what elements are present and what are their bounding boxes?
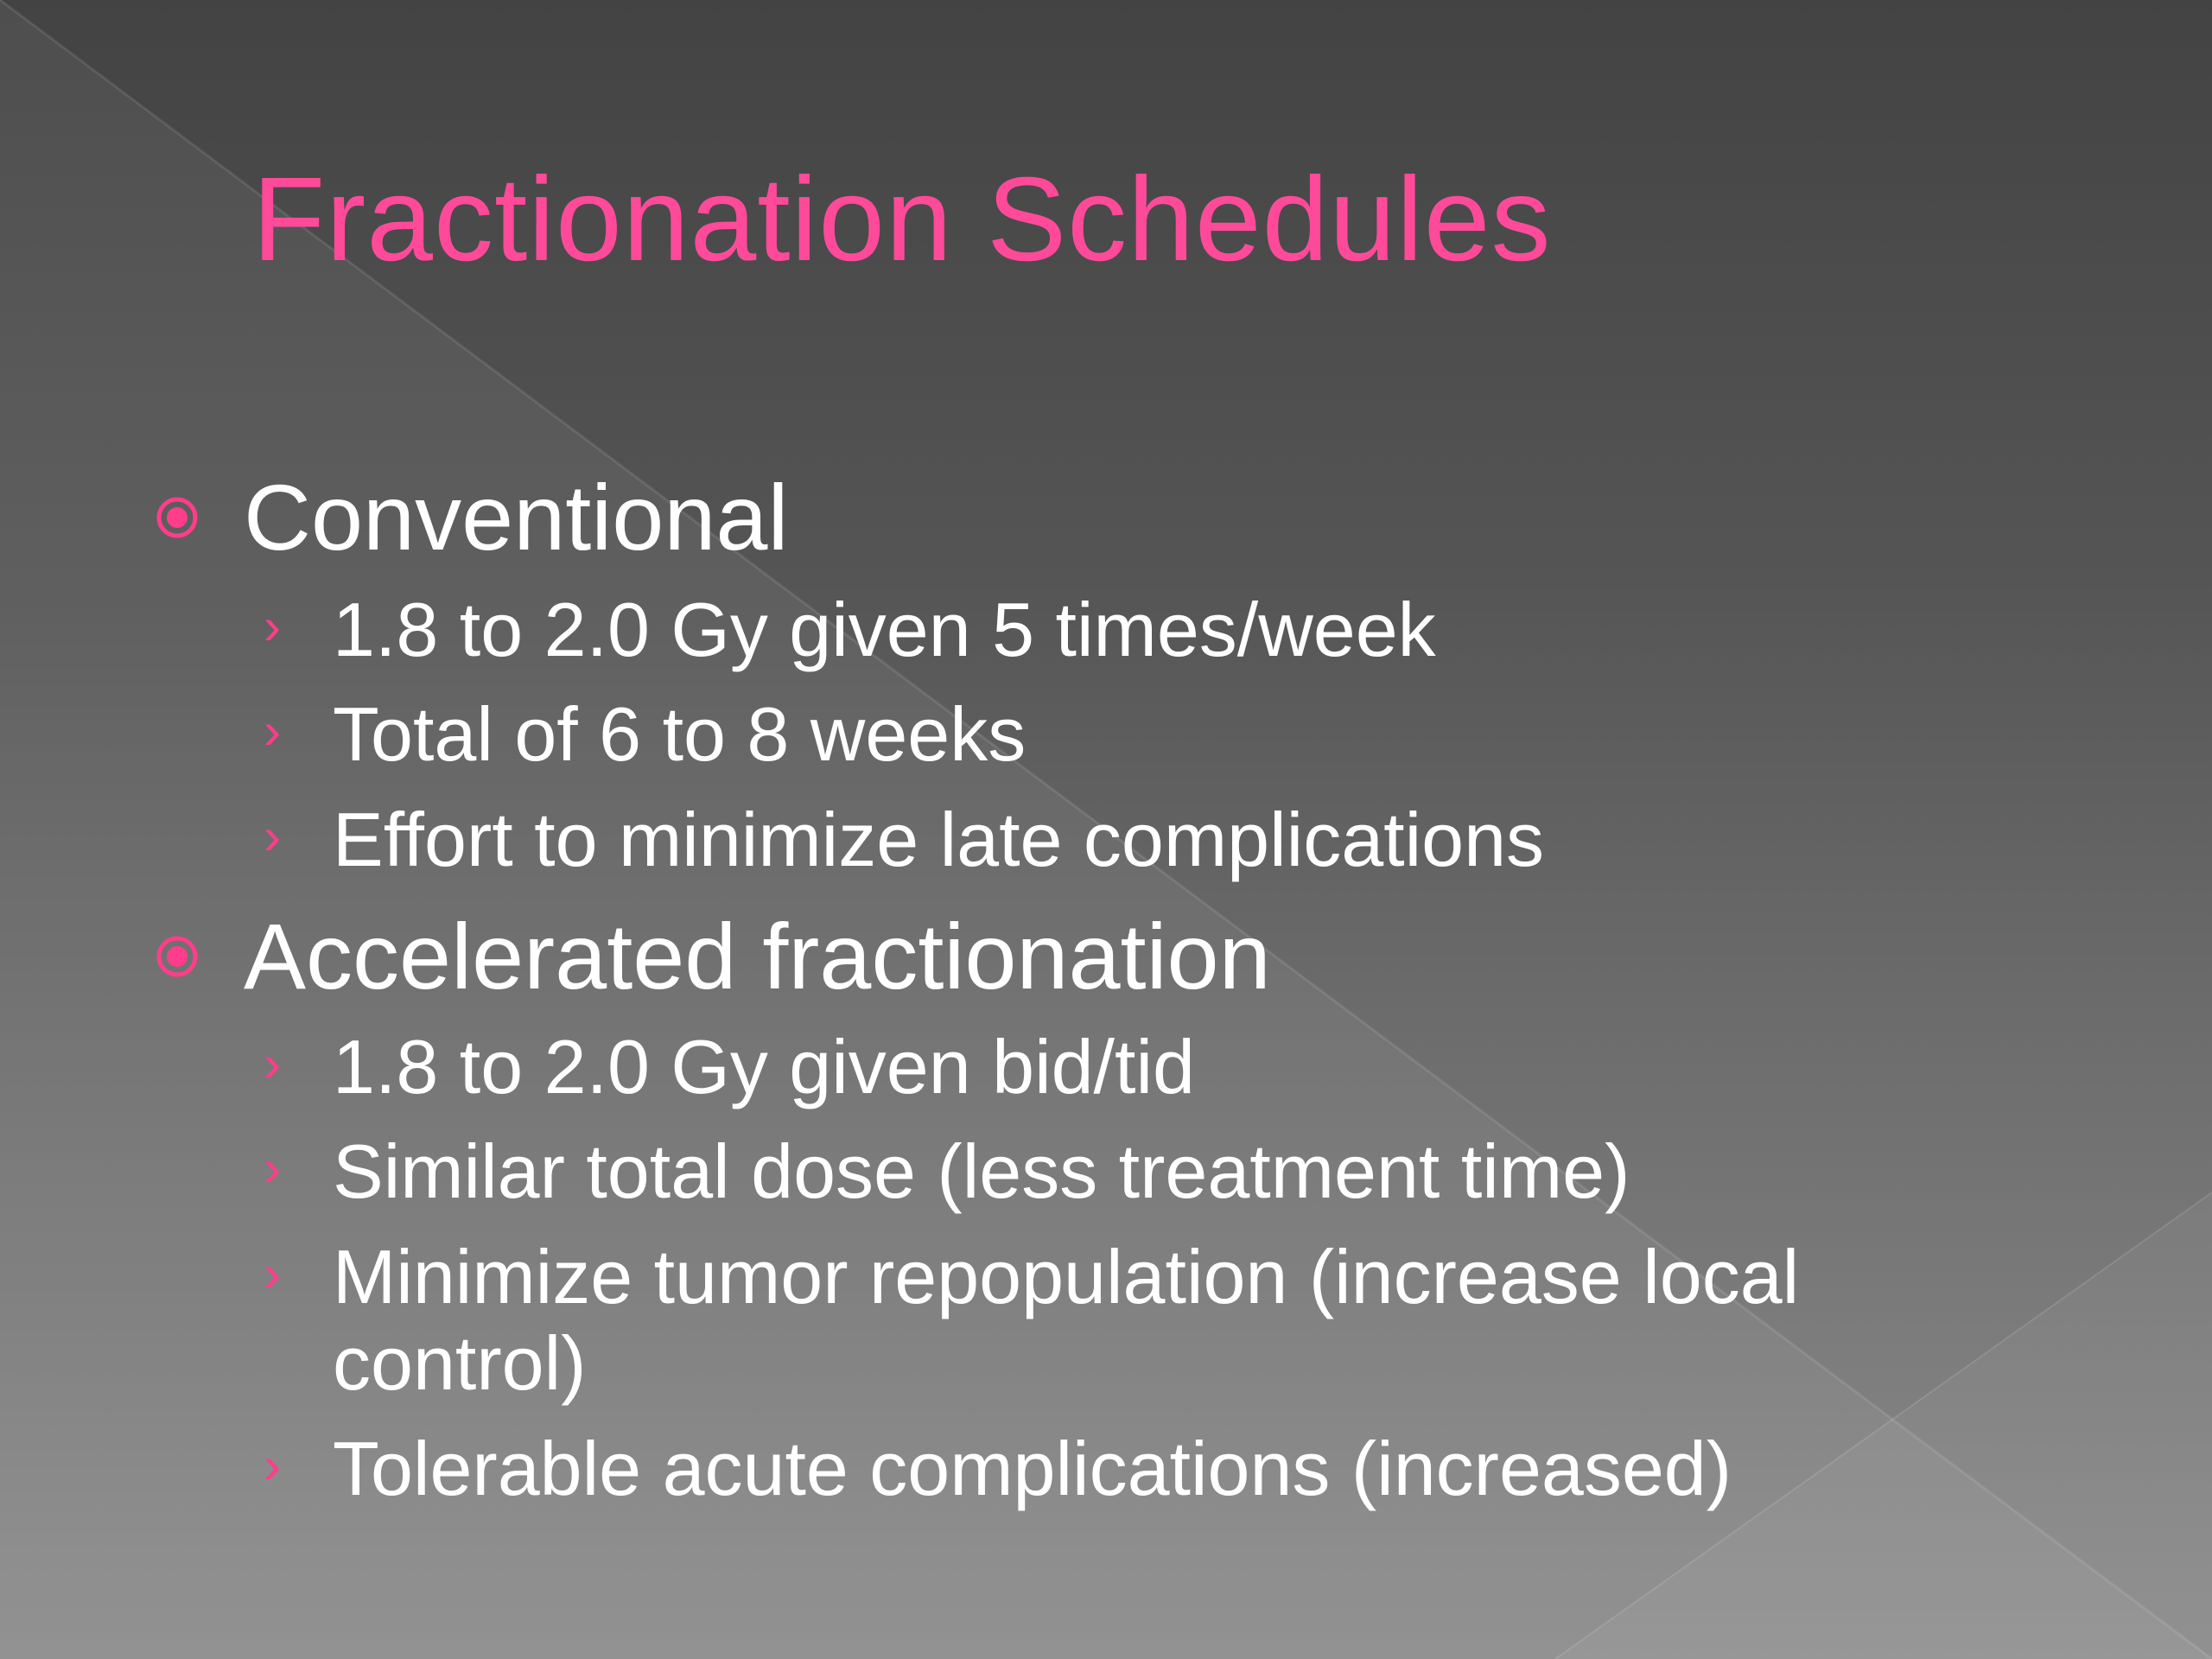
target-circle-icon [156,936,198,977]
chevron-right-icon: › [264,1436,281,1494]
chevron-right-icon: › [264,807,281,865]
chevron-right-icon: › [264,702,281,760]
sub-bullet-continuation: control) [333,1320,587,1406]
chevron-right-icon: › [264,1034,281,1092]
bullet-conventional: Conventional [244,465,789,569]
sub-bullet: Tolerable acute complications (increased… [333,1426,1732,1511]
chevron-right-icon: › [264,1139,281,1197]
chevron-right-icon: › [264,597,281,655]
slide-title: Fractionation Schedules [252,153,1552,286]
sub-bullet: 1.8 to 2.0 Gy given bid/tid [333,1024,1195,1109]
sub-bullet: 1.8 to 2.0 Gy given 5 times/week [333,587,1436,672]
sub-bullet: Total of 6 to 8 weeks [333,691,1027,777]
target-circle-icon [156,497,198,538]
sub-bullet: Similar total dose (less treatment time) [333,1128,1630,1214]
sub-bullet: Effort to minimize late complications [333,797,1545,882]
chevron-right-icon: › [264,1244,281,1302]
bullet-accelerated-fractionation: Accelerated fractionation [244,904,1271,1008]
sub-bullet: Minimize tumor repopulation (increase lo… [333,1234,1800,1319]
